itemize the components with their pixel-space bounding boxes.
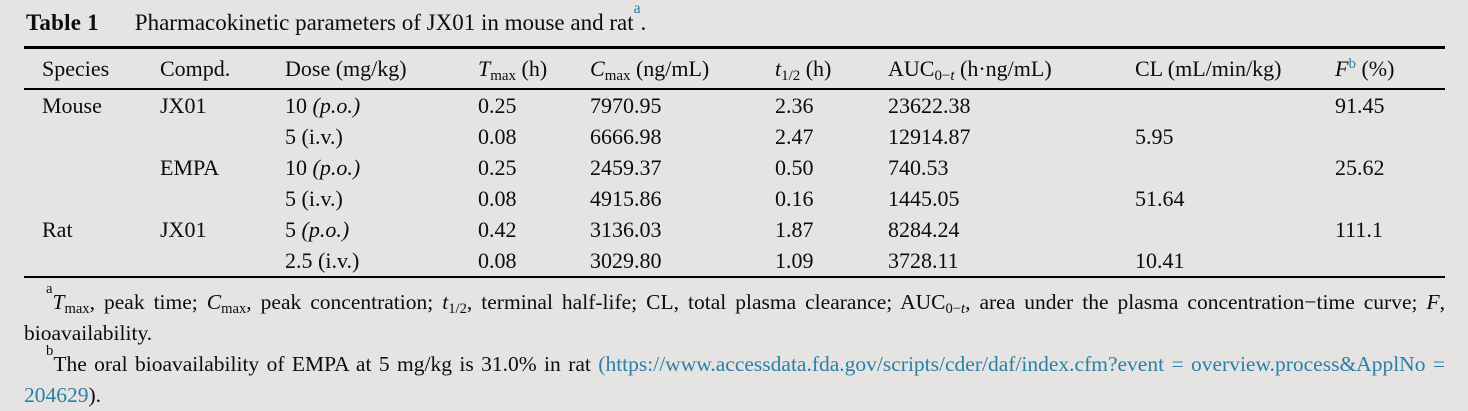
cell-compd <box>160 121 285 152</box>
cell-cl: 5.95 <box>1135 123 1174 149</box>
fda-link[interactable]: https://www.accessdata.fda.gov/scripts/c… <box>24 352 1446 407</box>
cell-dose: 10 (p.o.) <box>285 154 361 180</box>
footnote-b-marker: b <box>46 342 54 359</box>
dose-route: (i.v.) <box>318 247 360 273</box>
cell-f: 111.1 <box>1335 216 1383 242</box>
col-header-auc: AUC0−t (h·ng/mL) <box>888 47 1135 90</box>
cell-tmax: 0.08 <box>478 247 517 273</box>
cell-compd <box>160 183 285 214</box>
header-row: Species Compd. Dose (mg/kg) Tmax (h) Cma… <box>24 47 1445 90</box>
col-header-thalf: t1/2 (h) <box>775 47 888 90</box>
footnote-marker-a: a <box>633 0 641 17</box>
table-title: Table 1 Pharmacokinetic parameters of JX0… <box>26 0 1445 37</box>
footnotes: aTmax, peak time; Cmax, peak concentrati… <box>24 280 1446 411</box>
cell-tmax: 0.08 <box>478 123 517 149</box>
table-number: Table 1 <box>26 10 99 35</box>
table-caption-period: . <box>640 10 647 35</box>
footnote-a: aTmax, peak time; Cmax, peak concentrati… <box>24 280 1445 345</box>
cell-auc: 3728.11 <box>888 247 959 273</box>
table-row: 2.5 (i.v.) 0.08 3029.80 1.09 3728.11 10.41 <box>24 245 1445 277</box>
cell-species: Rat <box>42 216 73 242</box>
footnote-b: bThe oral bioavailability of EMPA at 5 m… <box>24 342 1446 407</box>
dose-route: (i.v.) <box>301 123 343 149</box>
col-header-f: Fb (%) <box>1335 47 1445 90</box>
cell-tmax: 0.25 <box>478 92 517 118</box>
cell-dose: 5 (i.v.) <box>285 123 343 149</box>
cell-species: Mouse <box>42 92 102 118</box>
cell-compd: JX01 <box>160 92 207 118</box>
cell-thalf: 2.36 <box>775 92 814 118</box>
cell-thalf: 1.09 <box>775 247 814 273</box>
cell-compd <box>160 245 285 277</box>
table-row: Rat JX01 5 (p.o.) 0.42 3136.03 1.87 8284.24 111… <box>24 214 1445 245</box>
cell-cl <box>1135 89 1335 121</box>
dose-route: (p.o.) <box>312 154 361 180</box>
cell-tmax: 0.08 <box>478 185 517 211</box>
cell-cl <box>1135 152 1335 183</box>
footnote-a-marker: a <box>46 280 53 297</box>
cell-compd: EMPA <box>160 154 220 180</box>
cell-cmax: 7970.95 <box>590 92 662 118</box>
cell-thalf: 2.47 <box>775 123 814 149</box>
table-row: 5 (i.v.) 0.08 6666.98 2.47 12914.87 5.95 <box>24 121 1445 152</box>
col-header-cl: CL (mL/min/kg) <box>1135 47 1335 90</box>
cell-auc: 12914.87 <box>888 123 971 149</box>
pk-table: Species Compd. Dose (mg/kg) Tmax (h) Cma… <box>24 46 1445 278</box>
cell-auc: 1445.05 <box>888 185 960 211</box>
cell-cl <box>1135 214 1335 245</box>
cell-dose: 5 (i.v.) <box>285 185 343 211</box>
cell-cmax: 3029.80 <box>590 247 662 273</box>
footnote-marker-b-header: b <box>1348 55 1356 72</box>
fda-link-open-paren: ( <box>598 352 606 376</box>
cell-dose: 2.5 (i.v.) <box>285 247 360 273</box>
cell-species <box>24 183 160 214</box>
cell-thalf: 0.50 <box>775 154 814 180</box>
cell-f <box>1335 121 1445 152</box>
cell-thalf: 0.16 <box>775 185 814 211</box>
cell-species <box>24 245 160 277</box>
col-header-compd: Compd. <box>160 47 285 90</box>
cell-compd: JX01 <box>160 216 207 242</box>
table-caption: Pharmacokinetic parameters of JX01 in mo… <box>134 10 634 35</box>
cell-cl: 10.41 <box>1135 247 1185 273</box>
cell-species <box>24 152 160 183</box>
table-row: EMPA 10 (p.o.) 0.25 2459.37 0.50 740.53 25.62 <box>24 152 1445 183</box>
cell-cl: 51.64 <box>1135 185 1185 211</box>
cell-auc: 740.53 <box>888 154 949 180</box>
col-header-dose: Dose (mg/kg) <box>285 47 478 90</box>
dose-route: (p.o.) <box>312 92 361 118</box>
cell-cmax: 2459.37 <box>590 154 662 180</box>
cell-species <box>24 121 160 152</box>
col-header-cmax: Cmax (ng/mL) <box>590 47 775 90</box>
footnote-b-closing: ). <box>88 383 102 407</box>
cell-cmax: 6666.98 <box>590 123 662 149</box>
cell-auc: 23622.38 <box>888 92 971 118</box>
table-row: Mouse JX01 10 (p.o.) 0.25 7970.95 2.36 23622.3… <box>24 89 1445 121</box>
cell-f: 91.45 <box>1335 92 1385 118</box>
table-row: 5 (i.v.) 0.08 4915.86 0.16 1445.05 51.64 <box>24 183 1445 214</box>
cell-f <box>1335 245 1445 277</box>
cell-f: 25.62 <box>1335 154 1385 180</box>
cell-dose: 5 (p.o.) <box>285 216 350 242</box>
col-header-species: Species <box>24 47 160 90</box>
cell-cmax: 3136.03 <box>590 216 662 242</box>
col-header-tmax: Tmax (h) <box>478 47 590 90</box>
cell-f <box>1335 183 1445 214</box>
dose-route: (p.o.) <box>301 216 350 242</box>
cell-auc: 8284.24 <box>888 216 960 242</box>
cell-cmax: 4915.86 <box>590 185 662 211</box>
cell-tmax: 0.25 <box>478 154 517 180</box>
cell-dose: 10 (p.o.) <box>285 92 361 118</box>
cell-tmax: 0.42 <box>478 216 517 242</box>
dose-route: (i.v.) <box>301 185 343 211</box>
cell-thalf: 1.87 <box>775 216 814 242</box>
